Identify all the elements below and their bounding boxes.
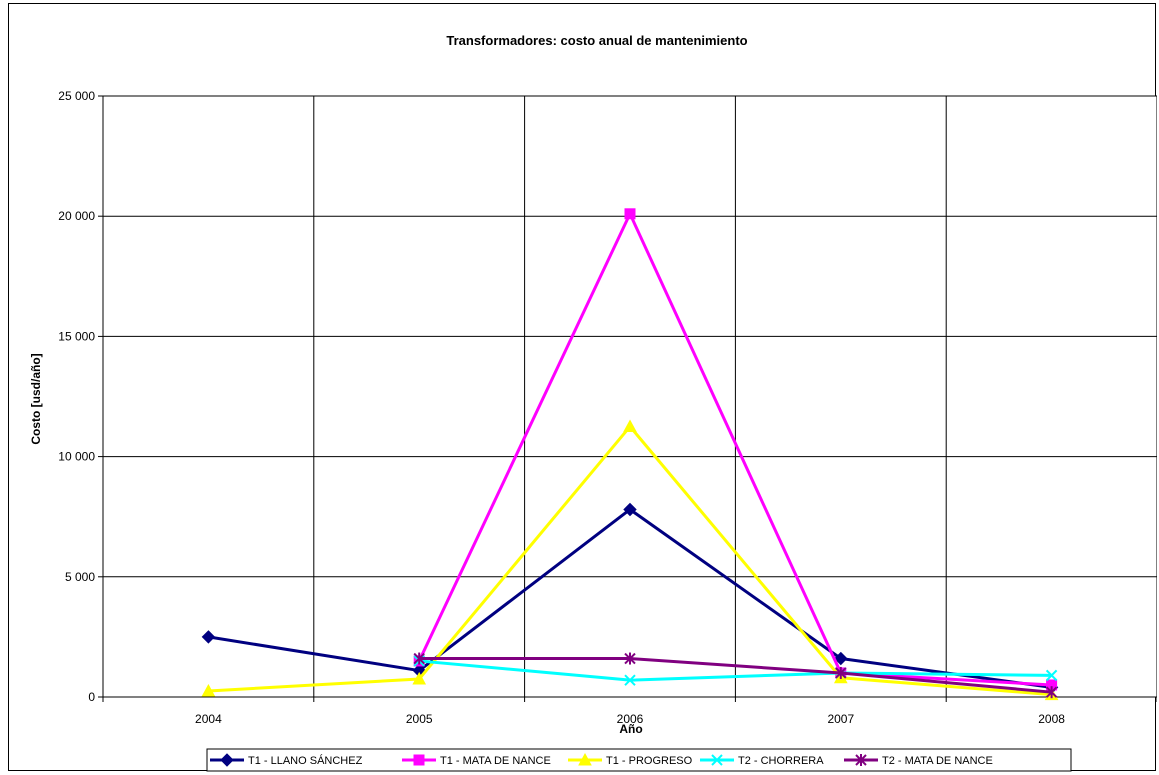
legend-marker xyxy=(855,754,867,766)
legend-entry: T2 - CHORRERA xyxy=(700,754,824,767)
data-point xyxy=(412,671,427,685)
legend-label: T1 - PROGRESO xyxy=(606,755,693,767)
data-point xyxy=(835,666,847,679)
series-5 xyxy=(413,652,1058,699)
plot-area: 0 5 000 10 000 15 000 20 000 25 000 2004 2005 20… xyxy=(58,89,1157,726)
x-tick-label: 2008 xyxy=(1038,712,1065,726)
x-tick-label: 2005 xyxy=(406,712,433,726)
legend-entry: T1 - PROGRESO xyxy=(568,752,693,767)
data-point xyxy=(624,208,636,220)
legend-label: T1 - MATA DE NANCE xyxy=(440,755,551,767)
series-line xyxy=(419,659,1052,682)
legend-label: T2 - CHORRERA xyxy=(738,755,824,767)
series-line xyxy=(419,657,1052,694)
data-point xyxy=(1045,686,1058,699)
data-point xyxy=(413,652,425,665)
legend-entry: T1 - LLANO SÁNCHEZ xyxy=(210,753,363,767)
x-tick-label: 2006 xyxy=(617,712,644,726)
y-axis-title: Costo [usd/año] xyxy=(29,353,43,444)
data-point xyxy=(623,419,637,433)
line-chart: Transformadores: costo anual de mantenim… xyxy=(29,33,1157,772)
legend-label: T2 - MATA DE NANCE xyxy=(882,755,993,767)
data-point xyxy=(834,651,848,666)
legend-marker xyxy=(413,754,425,766)
plot-border xyxy=(102,95,1157,698)
legend: T1 - LLANO SÁNCHEZ T1 - MATA DE NANCE T1 -… xyxy=(206,748,1072,772)
legend-label: T1 - LLANO SÁNCHEZ xyxy=(248,754,363,767)
y-tick-label: 20 000 xyxy=(58,209,95,223)
data-point xyxy=(623,502,637,517)
y-tick-label: 5 000 xyxy=(65,570,95,584)
marker-stroke xyxy=(1045,669,1058,682)
chart-frame: Transformadores: costo anual de mantenim… xyxy=(8,3,1157,772)
marker-stroke xyxy=(711,754,723,766)
series-line xyxy=(417,212,1052,687)
data-point xyxy=(1045,669,1058,682)
y-tick-label: 0 xyxy=(88,690,95,704)
series-3 xyxy=(201,419,1059,701)
marker-stroke xyxy=(624,674,636,686)
x-tick-label: 2004 xyxy=(195,712,222,726)
data-point xyxy=(201,683,216,697)
legend-entry: T1 - MATA DE NANCE xyxy=(402,754,551,767)
legend-marker xyxy=(220,753,234,767)
chart-title: Transformadores: costo anual de mantenim… xyxy=(446,33,747,48)
legend-marker xyxy=(578,752,592,766)
x-tick-label: 2007 xyxy=(827,712,854,726)
data-point xyxy=(624,652,636,665)
data-point xyxy=(624,674,636,686)
data-point xyxy=(201,630,216,644)
x-axis-title: Año xyxy=(619,722,642,736)
y-tick-label: 15 000 xyxy=(58,329,95,343)
legend-marker xyxy=(711,754,723,766)
y-tick-label: 25 000 xyxy=(58,89,95,103)
legend-entry: T2 - MATA DE NANCE xyxy=(844,754,993,767)
y-tick-label: 10 000 xyxy=(58,450,95,464)
